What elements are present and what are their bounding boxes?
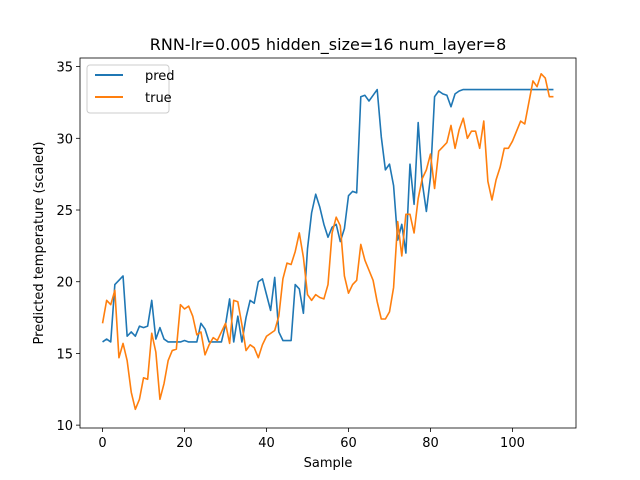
- series-lines: [101, 72, 554, 411]
- y-axis: 10 15 20 25 30 35: [56, 61, 80, 434]
- x-tick-label: 0: [98, 436, 106, 451]
- legend-box: [86, 64, 170, 114]
- plot-area: [79, 57, 577, 429]
- x-tick-label: 20: [176, 436, 193, 451]
- y-tick-label: 20: [56, 276, 73, 291]
- legend-label-true: true: [145, 91, 172, 106]
- series-line-true: [101, 72, 554, 411]
- y-tick-label: 35: [56, 61, 73, 76]
- x-tick-label: 40: [258, 436, 275, 451]
- legend: pred true: [86, 64, 175, 114]
- plot-frame: [79, 57, 577, 429]
- x-tick-label: 100: [500, 436, 525, 451]
- x-axis: 0 20 40 60 80 100: [98, 428, 525, 451]
- y-tick-label: 15: [56, 347, 73, 362]
- x-axis-label: Sample: [304, 456, 353, 471]
- x-tick-label: 80: [422, 436, 439, 451]
- x-tick-label: 60: [340, 436, 357, 451]
- legend-label-pred: pred: [145, 69, 175, 84]
- y-tick-label: 10: [56, 419, 73, 434]
- chart-title: RNN-lr=0.005 hidden_size=16 num_layer=8: [150, 35, 507, 55]
- y-axis-label: Predicted temperature (scaled): [32, 142, 47, 345]
- y-tick-label: 25: [56, 204, 73, 219]
- y-tick-label: 30: [56, 132, 73, 147]
